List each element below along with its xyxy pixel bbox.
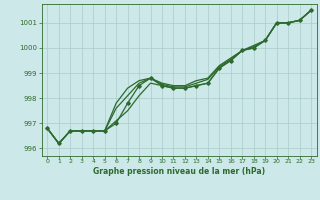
X-axis label: Graphe pression niveau de la mer (hPa): Graphe pression niveau de la mer (hPa) bbox=[93, 167, 265, 176]
